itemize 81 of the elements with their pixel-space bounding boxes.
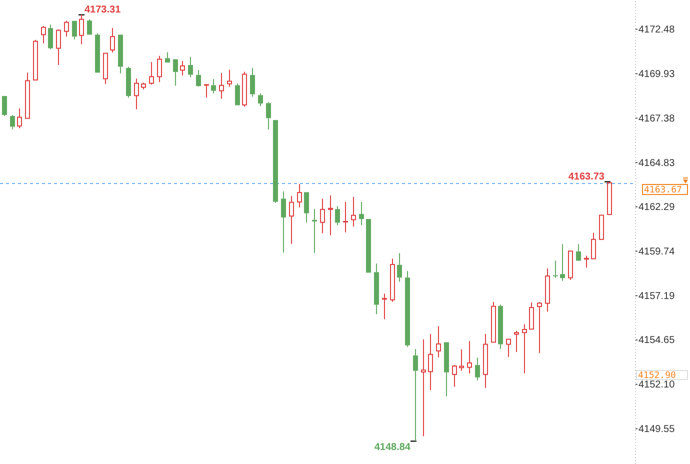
candlestick	[110, 28, 115, 53]
candlestick	[312, 208, 317, 254]
candlestick	[258, 92, 263, 107]
candlestick	[467, 340, 472, 374]
candlestick	[289, 195, 294, 244]
candlestick	[351, 196, 356, 228]
candlestick	[452, 364, 457, 388]
candlestick	[506, 338, 511, 358]
candlestick	[227, 69, 232, 88]
candlestick	[79, 14, 84, 45]
candlestick	[522, 324, 527, 374]
text: 4152.90	[638, 370, 676, 381]
candlestick	[459, 348, 464, 372]
candlestick	[483, 334, 488, 389]
candlestick	[250, 67, 255, 98]
candlestick	[428, 334, 433, 391]
candlestick	[320, 198, 325, 234]
candlestick	[219, 72, 224, 100]
candlestick	[529, 302, 534, 330]
candlestick	[25, 72, 30, 119]
y-tick-label: 4159.74	[638, 246, 676, 258]
candlestick	[281, 190, 286, 254]
y-tick-label: 4152.10	[638, 380, 676, 391]
annotation: 4163.73	[568, 171, 605, 182]
y-tick-label: 4162.29	[638, 202, 676, 214]
candlestick	[118, 34, 123, 74]
y-tick-label: 4167.38	[638, 113, 676, 124]
candlestick	[576, 244, 581, 261]
candlestick	[266, 102, 271, 130]
candlestick	[297, 183, 302, 208]
candlestick	[134, 78, 139, 110]
candlestick	[204, 84, 209, 98]
y-tick-label: 4164.83	[638, 158, 676, 169]
candlestick	[397, 252, 402, 282]
candlestick	[196, 70, 201, 86]
candlestick	[10, 114, 15, 130]
candlestick	[304, 192, 309, 224]
y-tick-label: 4172.48	[638, 24, 676, 36]
candlestick	[537, 302, 542, 354]
candlestick	[165, 52, 170, 63]
candlestick	[335, 206, 340, 226]
candlestick	[584, 255, 589, 268]
candlestick	[607, 181, 612, 215]
candlestick	[328, 194, 333, 236]
y-tick-label: 4157.19	[638, 290, 676, 302]
candlestick	[444, 342, 449, 397]
y-tick-label: 4154.65	[638, 335, 676, 346]
candlestick	[374, 262, 379, 315]
candlestick	[514, 330, 519, 352]
candlestick	[591, 232, 596, 260]
candlestick	[126, 66, 131, 98]
candlestick	[149, 62, 154, 86]
candlestick	[180, 60, 185, 76]
candlestick	[390, 258, 395, 302]
candlestick	[405, 270, 410, 348]
candlestick	[560, 244, 565, 282]
annotation: 4148.84	[374, 442, 411, 453]
candlestick	[41, 25, 46, 44]
candlestick	[17, 108, 22, 129]
candlestick	[2, 96, 7, 117]
annotation: 4173.31	[84, 4, 122, 16]
candlestick	[273, 120, 278, 204]
candlestick	[545, 268, 550, 312]
candlestick	[413, 348, 418, 442]
candlestick	[48, 24, 53, 50]
candlestick	[211, 78, 216, 94]
candlestick	[359, 201, 364, 226]
candlestick	[173, 59, 178, 86]
candlestick	[553, 260, 558, 278]
y-tick-label: 4169.93	[638, 68, 676, 80]
candlestick	[188, 56, 193, 78]
candlestick	[421, 338, 426, 437]
candlestick	[72, 20, 77, 40]
y-tick-label: 4149.55	[638, 424, 676, 436]
candlestick	[475, 357, 480, 381]
candlestick	[491, 301, 496, 343]
ref-line-label: 4163.67	[644, 185, 682, 196]
candlestick	[56, 28, 61, 66]
candlestick	[436, 326, 441, 358]
candlestick	[498, 304, 503, 350]
candlestick	[382, 293, 387, 320]
